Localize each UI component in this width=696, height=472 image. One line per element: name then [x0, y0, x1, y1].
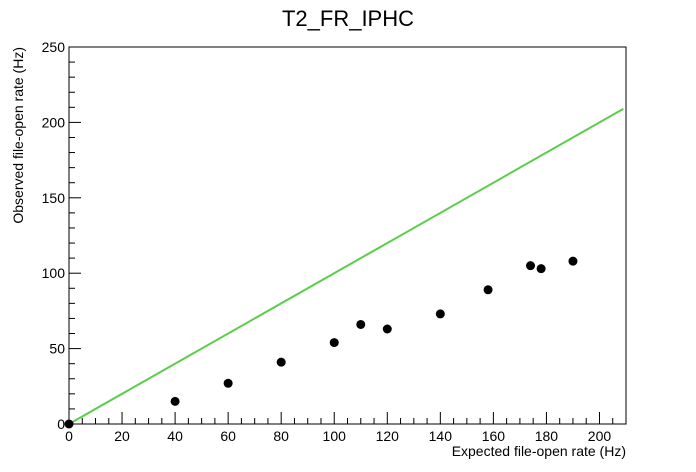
data-point — [382, 324, 392, 334]
data-point — [170, 396, 180, 406]
chart-title: T2_FR_IPHC — [282, 6, 414, 31]
y-tick-label: 0 — [57, 416, 65, 432]
y-tick-label: 50 — [49, 341, 65, 357]
data-point — [435, 309, 445, 319]
y-axis: 0 50 100 150 200 250 — [42, 39, 81, 432]
y-axis-title: Observed file-open rate (Hz) — [10, 47, 26, 224]
y-tick-label: 100 — [42, 265, 66, 281]
x-tick-label: 180 — [535, 428, 559, 444]
x-tick-label: 200 — [588, 428, 612, 444]
data-point — [276, 357, 286, 367]
data-point — [483, 285, 493, 295]
reference-line — [68, 107, 624, 425]
x-tick-label: 160 — [482, 428, 506, 444]
y-tick-label: 150 — [42, 190, 66, 206]
x-axis: 0 20 40 60 80 100 120 140 160 180 200 — [65, 412, 627, 444]
x-tick-label: 0 — [65, 428, 73, 444]
x-tick-label: 120 — [376, 428, 400, 444]
x-tick-label: 100 — [323, 428, 347, 444]
x-tick-label: 60 — [220, 428, 236, 444]
data-point — [223, 378, 233, 388]
y-tick-label: 200 — [42, 114, 66, 130]
data-point — [536, 264, 546, 274]
x-axis-title: Expected file-open rate (Hz) — [452, 443, 626, 459]
x-tick-label: 140 — [429, 428, 453, 444]
x-tick-label: 80 — [273, 428, 289, 444]
plot-frame — [68, 46, 627, 425]
data-point — [526, 261, 536, 271]
data-point — [64, 419, 74, 429]
series-layer — [64, 107, 624, 429]
data-point — [568, 256, 578, 266]
data-point — [329, 338, 339, 348]
x-tick-label: 20 — [114, 428, 130, 444]
data-point — [356, 319, 366, 329]
y-tick-label: 250 — [42, 39, 66, 55]
x-tick-label: 40 — [167, 428, 183, 444]
